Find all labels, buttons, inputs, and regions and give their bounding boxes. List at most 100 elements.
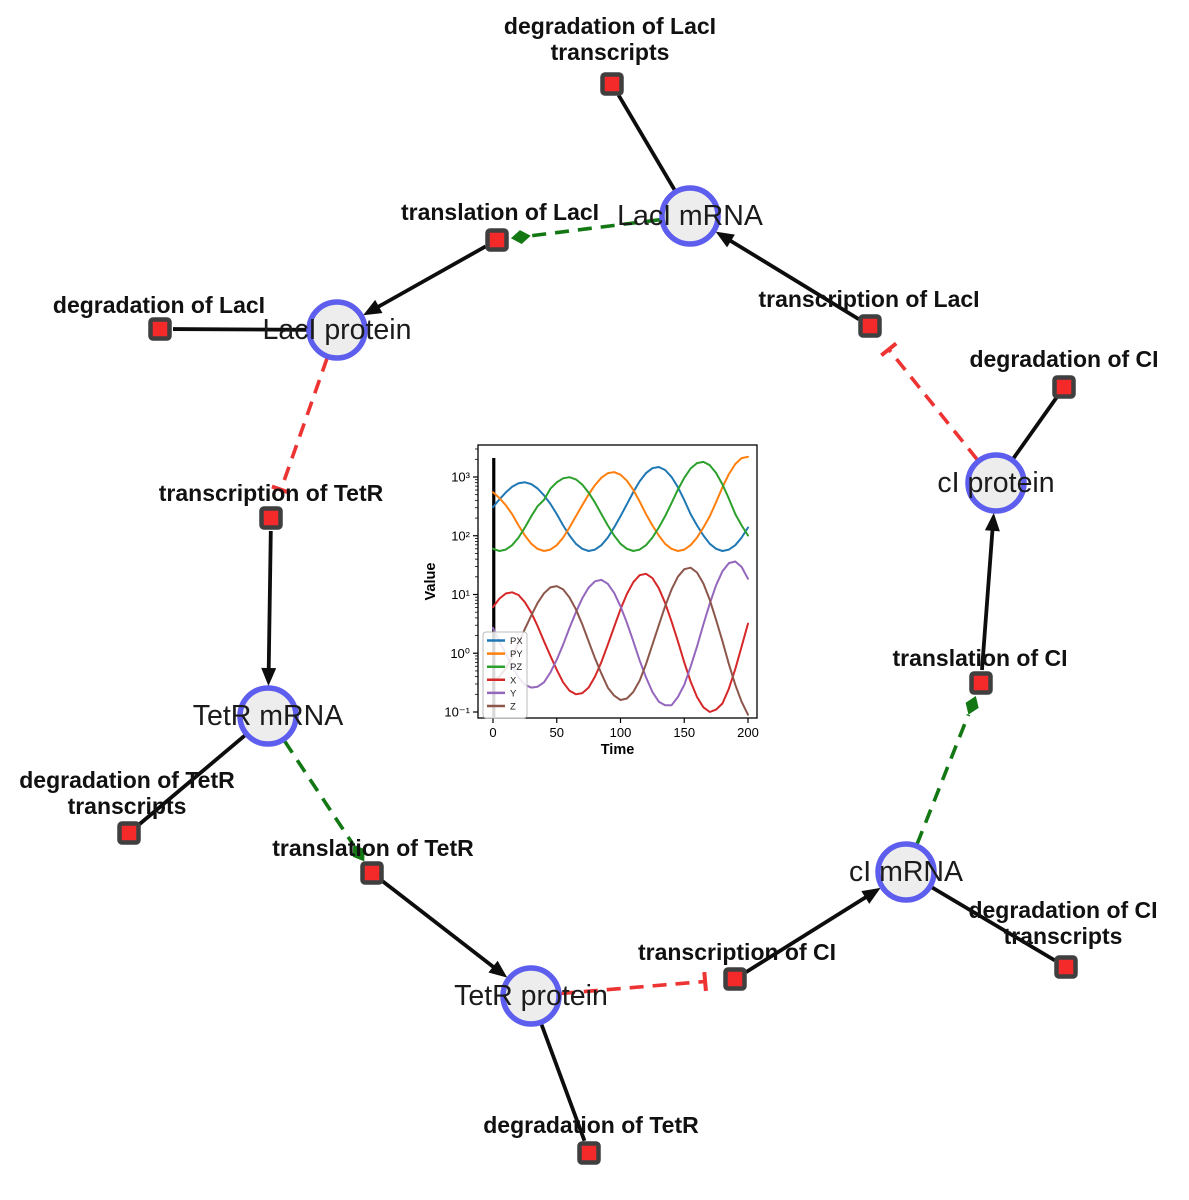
reaction-node-transcription-of-tetr	[259, 506, 283, 530]
series-line-z	[492, 566, 749, 716]
edge-inhibition-ci-protein-to-transcription-of-laci-tee-icon	[880, 341, 898, 357]
reaction-label-transcription-of-ci: transcription of CI	[638, 939, 836, 965]
x-tick-label: 0	[489, 725, 496, 740]
reaction-label-degradation-of-laci: degradation of LacI	[53, 292, 265, 318]
reaction-node-degradation-of-tetr-transcripts	[117, 821, 141, 845]
legend-label-z: Z	[510, 702, 516, 713]
edge-consumption-tetr-protein-to-degradation-of-tetr	[539, 1023, 587, 1142]
edge-modifier-ci-mrna-to-translation-of-ci	[915, 713, 971, 845]
series-line-x	[492, 572, 749, 713]
edge-production-transcription-of-ci-to-ci-mrna-arrowhead-icon	[861, 887, 881, 904]
species-label-tetr-mrna: TetR mRNA	[193, 700, 343, 732]
species-label-tetr-protein: TetR protein	[454, 980, 608, 1012]
species-label-text: cI protein	[937, 467, 1054, 499]
reaction-node-transcription-of-laci	[858, 314, 882, 338]
reaction-label-line: transcription of TetR	[159, 480, 384, 506]
edge-consumption-laci-mrna-to-degradation-of-laci-transcripts	[616, 94, 677, 192]
species-node-ci-protein	[965, 452, 1027, 514]
reaction-node-transcription-of-ci	[723, 967, 747, 991]
species-node-ci-mrna	[875, 841, 937, 903]
reaction-label-line: translation of TetR	[272, 835, 474, 861]
species-label-text: cI mRNA	[849, 856, 963, 888]
species-label-text: TetR protein	[454, 980, 608, 1012]
edge-production-transcription-of-tetr-to-tetr-mrna-arrowhead-icon	[261, 667, 277, 687]
reaction-label-degradation-of-tetr: degradation of TetR	[483, 1112, 699, 1138]
reaction-label-degradation-of-laci-transcripts: degradation of LacI transcripts	[504, 13, 716, 65]
species-label-text: LacI protein	[263, 314, 412, 346]
edge-inhibition-tetr-protein-to-transcription-of-ci-tee-icon	[702, 971, 708, 992]
edge-production-translation-of-laci-to-laci-protein	[374, 244, 487, 311]
series-line-px	[492, 466, 749, 552]
reaction-label-line: transcripts	[551, 39, 670, 65]
edges-layer	[137, 94, 1059, 1142]
species-node-laci-mrna	[659, 185, 721, 247]
reaction-label-line: degradation of LacI	[504, 13, 716, 39]
x-axis-label: Time	[601, 742, 635, 758]
reaction-label-line: transcription of CI	[638, 939, 836, 965]
reaction-node-degradation-of-laci-transcripts	[600, 72, 624, 96]
reaction-label-degradation-of-ci-transcripts: degradation of CI transcripts	[968, 897, 1157, 949]
reaction-node-translation-of-laci	[485, 228, 509, 252]
reaction-node-degradation-of-ci	[1052, 375, 1076, 399]
series-line-y	[492, 560, 749, 707]
series-line-pz	[492, 460, 749, 552]
species-node-tetr-mrna	[237, 685, 299, 747]
edge-inhibition-laci-protein-to-transcription-of-tetr-tee-icon	[271, 484, 291, 495]
legend-label-pz: PZ	[510, 662, 522, 673]
reaction-label-transcription-of-tetr: transcription of TetR	[159, 480, 384, 506]
reaction-label-transcription-of-laci: transcription of LacI	[758, 286, 979, 312]
edge-modifier-ci-mrna-to-translation-of-ci-diamond-icon	[965, 696, 979, 715]
edge-production-translation-of-tetr-to-tetr-protein-arrowhead-icon	[488, 960, 508, 978]
reaction-label-line: degradation of CI	[968, 897, 1157, 923]
reaction-label-translation-of-laci: translation of LacI	[401, 199, 599, 225]
edge-production-transcription-of-ci-to-ci-mrna	[745, 893, 870, 974]
reaction-label-line: transcripts	[68, 793, 187, 819]
y-tick-label: 10³	[451, 470, 470, 485]
edge-modifier-laci-mrna-to-translation-of-laci-diamond-icon	[510, 230, 531, 244]
edge-modifier-tetr-mrna-to-translation-of-tetr-diamond-icon	[352, 844, 365, 862]
series-line-py	[492, 455, 749, 552]
edge-production-translation-of-ci-to-ci-protein	[980, 526, 995, 671]
reaction-label-line: transcription of LacI	[758, 286, 979, 312]
legend-label-x: X	[510, 675, 517, 686]
species-node-tetr-protein	[500, 965, 562, 1027]
species-label-text: TetR mRNA	[193, 700, 343, 732]
y-tick-label: 10²	[451, 528, 470, 543]
y-axis-label: Value	[423, 563, 439, 601]
species-label-ci-protein: cI protein	[937, 467, 1054, 499]
species-node-laci-protein	[306, 299, 368, 361]
edge-consumption-ci-protein-to-degradation-of-ci	[1011, 396, 1059, 460]
reaction-label-translation-of-ci: translation of CI	[892, 645, 1067, 671]
reaction-label-line: degradation of TetR	[483, 1112, 699, 1138]
reaction-label-degradation-of-ci: degradation of CI	[969, 346, 1158, 372]
species-label-ci-mrna: cI mRNA	[849, 856, 963, 888]
reaction-node-translation-of-ci	[969, 671, 993, 695]
edge-modifier-tetr-mrna-to-translation-of-tetr	[283, 740, 355, 846]
y-tick-label: 10⁻¹	[444, 705, 470, 720]
y-tick-label: 10¹	[451, 587, 470, 602]
reaction-label-line: degradation of LacI	[53, 292, 265, 318]
legend-label-y: Y	[510, 688, 517, 699]
x-tick-label: 150	[673, 725, 695, 740]
reaction-label-line: translation of CI	[892, 645, 1067, 671]
reaction-label-line: translation of LacI	[401, 199, 599, 225]
reaction-node-degradation-of-ci-transcripts	[1054, 955, 1078, 979]
edge-production-translation-of-laci-to-laci-protein-arrowhead-icon	[363, 299, 383, 316]
edge-inhibition-laci-protein-to-transcription-of-tetr	[279, 357, 329, 491]
species-label-laci-mrna: LacI mRNA	[617, 200, 763, 232]
edge-consumption-tetr-mrna-to-degradation-of-tetr-transcripts	[137, 733, 247, 827]
reaction-node-degradation-of-laci	[148, 317, 172, 341]
reaction-label-degradation-of-tetr-transcripts: degradation of TetR transcripts	[19, 767, 235, 819]
x-tick-label: 50	[550, 725, 564, 740]
x-tick-label: 100	[610, 725, 632, 740]
reaction-node-degradation-of-tetr	[577, 1141, 601, 1165]
edge-production-translation-of-ci-to-ci-protein-arrowhead-icon	[984, 512, 1000, 532]
x-tick-label: 200	[737, 725, 759, 740]
reaction-label-line: degradation of CI	[969, 346, 1158, 372]
edge-inhibition-tetr-protein-to-transcription-of-ci	[560, 979, 706, 996]
edge-production-transcription-of-laci-to-laci-mrna-arrowhead-icon	[715, 231, 735, 248]
legend-label-py: PY	[510, 649, 523, 660]
